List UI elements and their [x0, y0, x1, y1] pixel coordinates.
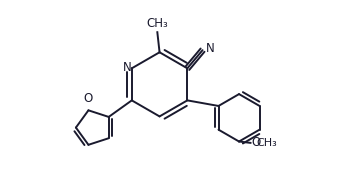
- Text: N: N: [122, 61, 131, 74]
- Text: O: O: [84, 92, 93, 105]
- Text: O: O: [251, 136, 261, 149]
- Text: CH₃: CH₃: [146, 17, 168, 30]
- Text: CH₃: CH₃: [256, 138, 277, 148]
- Text: N: N: [206, 42, 215, 55]
